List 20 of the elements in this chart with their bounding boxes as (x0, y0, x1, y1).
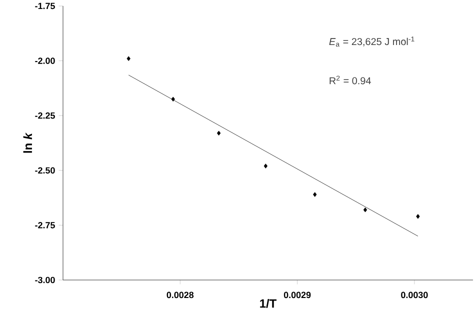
x-tick-label: 0.0029 (284, 292, 311, 298)
y-axis-title: ln k (23, 132, 32, 153)
x-tick-label: 0.0028 (166, 292, 194, 298)
y-tick-label: -2.50 (35, 167, 55, 174)
y-tick-label: -3.00 (35, 276, 55, 284)
y-tick-label: -2.25 (35, 112, 55, 119)
point (313, 192, 317, 197)
point (126, 56, 130, 61)
point (171, 96, 175, 102)
x-tick-label: 0.0030 (401, 292, 428, 298)
y-tick-label: -2.00 (35, 58, 55, 64)
point (416, 214, 420, 219)
point (264, 164, 268, 168)
y-tick-label: -1.75 (35, 2, 55, 10)
point (216, 130, 221, 136)
y-tick-label: -2.75 (35, 222, 55, 228)
point (363, 207, 368, 212)
annotation: E$_{a}$ = 23,625 J mol$^{-1}$ (329, 36, 414, 47)
annotation: R$^{2}$ = 0.94 (330, 76, 371, 84)
x-axis-title: 1/T (260, 298, 277, 308)
